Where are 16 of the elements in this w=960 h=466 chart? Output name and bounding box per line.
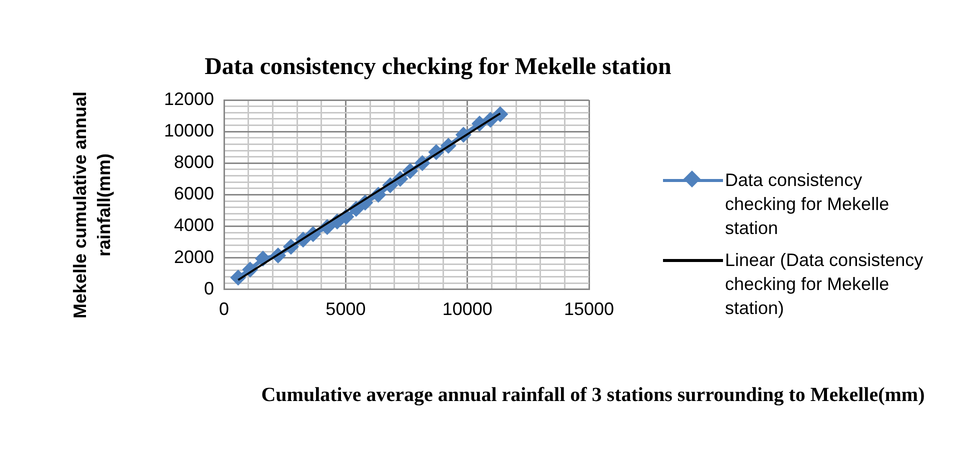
- x-tick-label: 15000: [564, 299, 614, 320]
- legend-label: Data consistency checking for Mekelle station: [725, 169, 890, 240]
- chart-title: Data consistency checking for Mekelle station: [204, 54, 672, 81]
- x-tick-label: 10000: [442, 299, 492, 320]
- y-tick-label: 0: [204, 278, 214, 298]
- y-axis-title: Mekelle cumulative annual rainfall(mm): [69, 90, 115, 320]
- y-tick-label: 12000: [164, 88, 214, 109]
- x-axis-title: Cumulative average annual rainfall of 3 stations surrounding to Mekelle(mm): [260, 383, 926, 408]
- y-tick-label: 10000: [164, 120, 214, 141]
- x-tick-label: 0: [219, 299, 230, 320]
- y-tick-label: 4000: [174, 215, 214, 236]
- x-tick-label: 5000: [326, 299, 366, 320]
- y-tick-label: 8000: [174, 152, 214, 172]
- y-tick-label: 6000: [174, 184, 214, 204]
- y-tick-label: 2000: [174, 246, 214, 267]
- legend-label: Linear (Data consistency checking for Mekelle station): [725, 249, 924, 320]
